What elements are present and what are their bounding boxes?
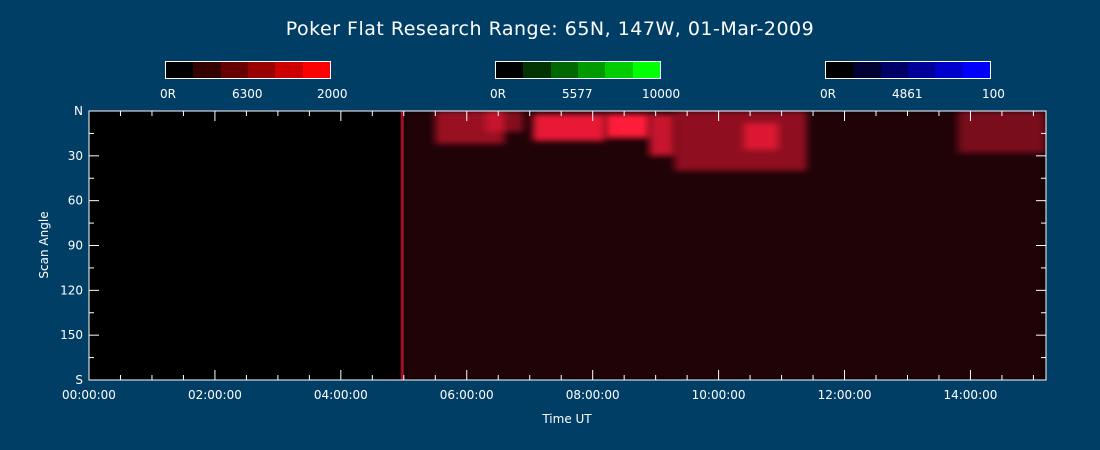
colorbar-red-segment bbox=[302, 62, 330, 78]
colorbar-red-segment bbox=[220, 62, 248, 78]
colorbar-red bbox=[165, 61, 331, 79]
colorbar-green-max-label: 10000 bbox=[642, 87, 681, 101]
colorbar-blue-segment bbox=[907, 62, 936, 78]
colorbar-red-segment bbox=[247, 62, 276, 78]
colorbar-red-max-label: 2000 bbox=[317, 87, 348, 101]
y-tick-label: 60 bbox=[68, 194, 83, 208]
y-tick-label: 90 bbox=[68, 239, 83, 253]
colorbar-green-min-label: 0R bbox=[490, 87, 506, 101]
emission-feature bbox=[403, 111, 1046, 380]
y-axis-title: Scan Angle bbox=[37, 211, 51, 278]
colorbar-blue-min-label: 0R bbox=[820, 87, 836, 101]
colorbar-blue-wavelength-label: 4861 bbox=[892, 87, 923, 101]
colorbar-red-wavelength-label: 6300 bbox=[232, 87, 263, 101]
colorbar-green-segment bbox=[496, 62, 524, 78]
x-tick-label: 06:00:00 bbox=[440, 388, 494, 402]
y-tick-label: S bbox=[75, 373, 83, 387]
x-axis: 00:00:00 02:00:00 04:00:00 06:00:00 08:00:00… bbox=[62, 111, 1034, 402]
colorbar-blue-max-label: 100 bbox=[982, 87, 1005, 101]
colorbar-blue-segment bbox=[853, 62, 881, 78]
x-tick-label: 14:00:00 bbox=[943, 388, 997, 402]
colorbar-green-segment bbox=[632, 62, 660, 78]
colorbar-blue-segment bbox=[826, 62, 854, 78]
colorbar-green bbox=[495, 61, 661, 79]
x-tick-label: 12:00:00 bbox=[818, 388, 872, 402]
emission-features bbox=[400, 111, 1046, 380]
colorbar-green-segment bbox=[523, 62, 551, 78]
y-tick-label: 30 bbox=[68, 149, 83, 163]
y-axis: N 30 60 90 120 150 S bbox=[60, 104, 1046, 387]
x-tick-label: 04:00:00 bbox=[314, 388, 368, 402]
y-tick-label: N bbox=[74, 104, 83, 118]
colorbar-green-segment bbox=[605, 62, 633, 78]
emission-feature bbox=[400, 111, 404, 380]
colorbar-green-segment bbox=[550, 62, 578, 78]
colorbar-red-segment bbox=[166, 62, 194, 78]
colorbar-blue bbox=[825, 61, 991, 79]
colorbar-blue-segment bbox=[962, 62, 990, 78]
x-axis-title: Time UT bbox=[541, 412, 592, 426]
x-tick-label: 10:00:00 bbox=[692, 388, 746, 402]
x-tick-label: 00:00:00 bbox=[62, 388, 116, 402]
colorbar-green-segment bbox=[577, 62, 606, 78]
colorbar-blue-segment bbox=[880, 62, 908, 78]
colorbar-red-segment bbox=[193, 62, 221, 78]
colorbar-red-min-label: 0R bbox=[160, 87, 176, 101]
x-tick-label: 08:00:00 bbox=[566, 388, 620, 402]
chart-title: Poker Flat Research Range: 65N, 147W, 01… bbox=[285, 18, 815, 40]
colorbar-red-segment bbox=[275, 62, 303, 78]
y-tick-label: 120 bbox=[60, 283, 83, 297]
y-tick-label: 150 bbox=[60, 328, 83, 342]
colorbar-green-wavelength-label: 5577 bbox=[562, 87, 593, 101]
colorbar-blue-segment bbox=[935, 62, 963, 78]
x-tick-label: 02:00:00 bbox=[188, 388, 242, 402]
